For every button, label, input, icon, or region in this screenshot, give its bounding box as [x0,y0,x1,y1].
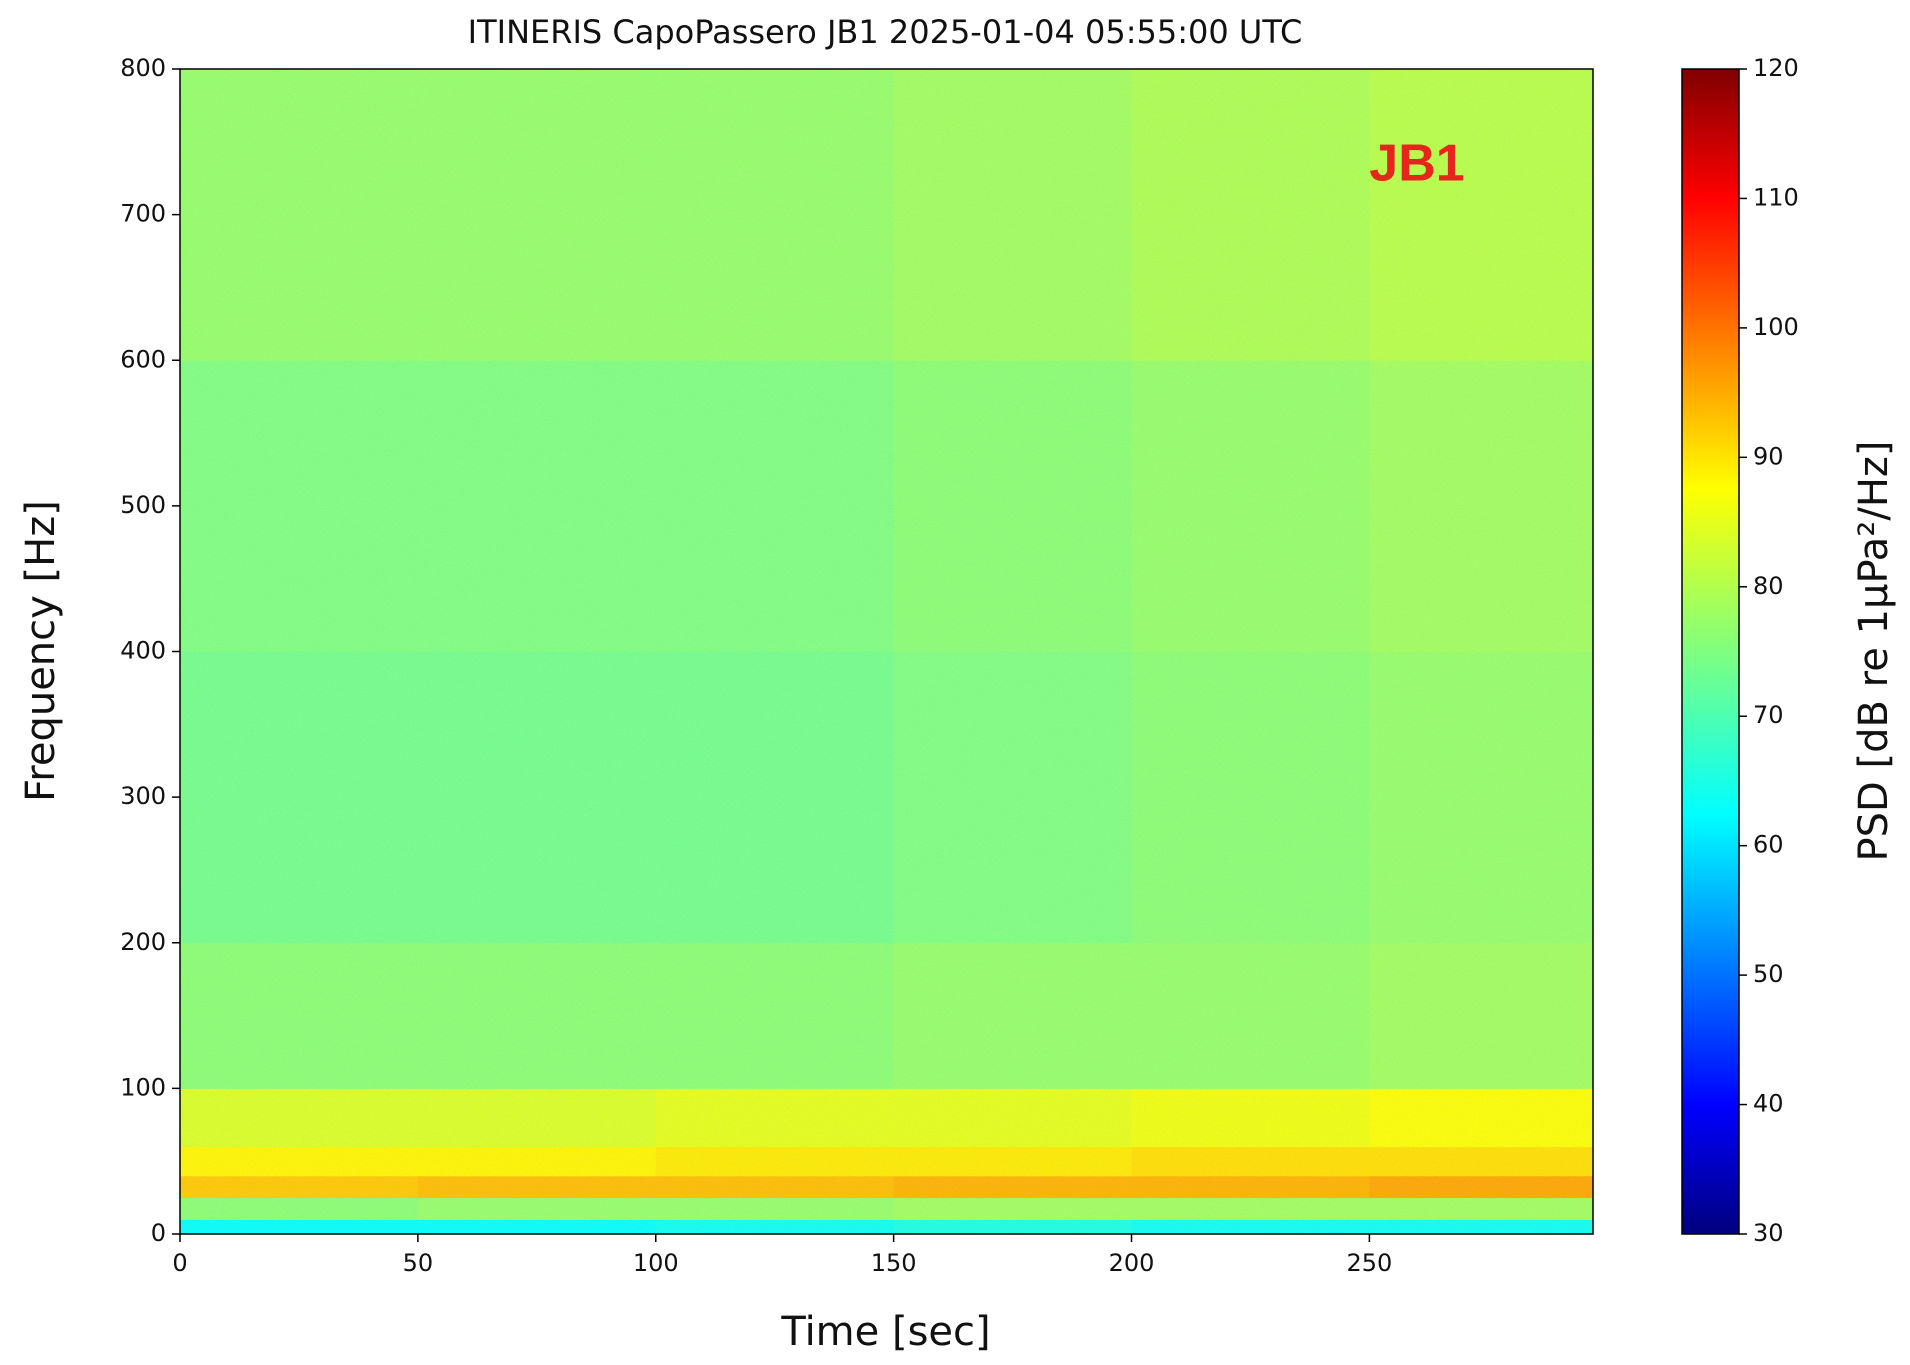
colorbar-tick-label: 60 [1753,831,1784,859]
y-tick-label: 300 [120,782,166,810]
y-tick-label: 100 [120,1073,166,1101]
colorbar [1681,68,1740,1235]
colorbar-tick-label: 50 [1753,960,1784,988]
x-tick-label: 100 [633,1249,679,1277]
x-tick-label: 0 [172,1249,187,1277]
colorbar-tick-label: 100 [1753,313,1799,341]
colorbar-label: PSD [dB re 1μPa²/Hz] [1851,441,1897,862]
colorbar-tick-label: 90 [1753,442,1784,470]
x-tick-label: 150 [871,1249,917,1277]
y-tick-label: 400 [120,637,166,665]
annotation: JB1 [1369,135,1464,193]
y-tick-label: 0 [151,1219,166,1247]
x-tick-label: 250 [1346,1249,1392,1277]
y-tick-label: 600 [120,345,166,373]
colorbar-tick-label: 70 [1753,701,1784,729]
colorbar-tick-label: 120 [1753,54,1799,82]
colorbar-tick-label: 30 [1753,1219,1784,1247]
y-tick-label: 200 [120,928,166,956]
colorbar-tick-label: 80 [1753,572,1784,600]
x-tick-label: 200 [1109,1249,1155,1277]
y-tick-label: 800 [120,54,166,82]
chart-title: ITINERIS CapoPassero JB1 2025-01-04 05:5… [468,13,1303,51]
noise-texture [180,69,1593,1234]
x-axis-label: Time [sec] [780,1309,990,1355]
colorbar-tick-label: 110 [1753,183,1799,211]
y-axis-label: Frequency [Hz] [18,500,64,802]
colorbar-tick-label: 40 [1753,1090,1784,1118]
x-tick-label: 50 [403,1249,434,1277]
y-tick-label: 700 [120,200,166,228]
y-tick-label: 500 [120,491,166,519]
